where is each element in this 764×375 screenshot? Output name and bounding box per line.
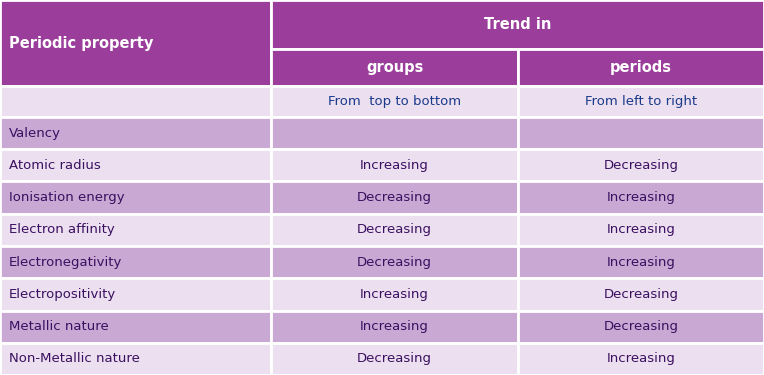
Bar <box>0 182 271 214</box>
Text: Metallic nature: Metallic nature <box>9 320 109 333</box>
Text: Increasing: Increasing <box>360 320 429 333</box>
Bar <box>518 310 764 343</box>
Bar <box>271 246 518 278</box>
Text: Decreasing: Decreasing <box>357 191 432 204</box>
Bar <box>271 49 518 86</box>
Text: Atomic radius: Atomic radius <box>9 159 101 172</box>
Text: Increasing: Increasing <box>607 191 675 204</box>
Text: Increasing: Increasing <box>607 224 675 236</box>
Bar <box>0 310 271 343</box>
Bar <box>518 49 764 86</box>
Bar <box>271 278 518 310</box>
Text: Increasing: Increasing <box>607 256 675 268</box>
Bar <box>518 278 764 310</box>
Text: Decreasing: Decreasing <box>604 159 678 172</box>
Text: Decreasing: Decreasing <box>357 224 432 236</box>
Text: From left to right: From left to right <box>585 95 697 108</box>
Text: Decreasing: Decreasing <box>604 320 678 333</box>
Text: Ionisation energy: Ionisation energy <box>9 191 125 204</box>
Text: Electron affinity: Electron affinity <box>9 224 115 236</box>
Bar <box>271 214 518 246</box>
Bar <box>518 149 764 182</box>
Text: Periodic property: Periodic property <box>9 36 154 51</box>
Bar <box>0 149 271 182</box>
Bar <box>0 86 271 117</box>
Text: Valency: Valency <box>9 127 61 140</box>
Text: Increasing: Increasing <box>607 352 675 365</box>
Bar <box>271 0 764 49</box>
Text: groups: groups <box>366 60 423 75</box>
Bar <box>0 278 271 310</box>
Bar <box>0 0 271 86</box>
Text: From  top to bottom: From top to bottom <box>328 95 461 108</box>
Bar <box>271 149 518 182</box>
Text: Increasing: Increasing <box>360 159 429 172</box>
Bar <box>518 214 764 246</box>
Text: Decreasing: Decreasing <box>357 256 432 268</box>
Bar <box>271 343 518 375</box>
Text: periods: periods <box>610 60 672 75</box>
Text: Non-Metallic nature: Non-Metallic nature <box>9 352 140 365</box>
Bar <box>0 214 271 246</box>
Text: Decreasing: Decreasing <box>357 352 432 365</box>
Text: Electropositivity: Electropositivity <box>9 288 116 301</box>
Bar <box>518 182 764 214</box>
Bar <box>518 343 764 375</box>
Bar <box>0 246 271 278</box>
Text: Increasing: Increasing <box>360 288 429 301</box>
Bar <box>271 310 518 343</box>
Bar <box>271 182 518 214</box>
Bar <box>271 86 518 117</box>
Bar <box>0 343 271 375</box>
Bar <box>518 117 764 149</box>
Bar <box>271 117 518 149</box>
Bar <box>0 117 271 149</box>
Text: Electronegativity: Electronegativity <box>9 256 122 268</box>
Bar <box>518 246 764 278</box>
Bar <box>518 86 764 117</box>
Text: Decreasing: Decreasing <box>604 288 678 301</box>
Text: Trend in: Trend in <box>484 17 552 32</box>
